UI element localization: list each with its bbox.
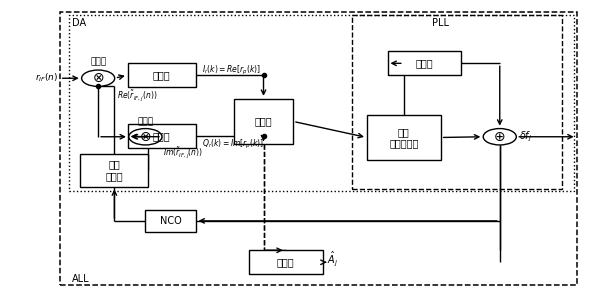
FancyBboxPatch shape: [128, 63, 195, 87]
Text: $Q_r(k) = Im[r_p(k)]$: $Q_r(k) = Im[r_p(k)]$: [201, 138, 264, 151]
Text: DA: DA: [72, 18, 86, 28]
FancyBboxPatch shape: [249, 250, 323, 274]
Text: NCO: NCO: [160, 216, 181, 226]
Text: 正交
变相器: 正交 变相器: [105, 159, 123, 181]
FancyBboxPatch shape: [128, 124, 195, 148]
FancyBboxPatch shape: [146, 210, 195, 232]
Text: ALL: ALL: [72, 274, 89, 284]
Text: 二阶
低通滤波器: 二阶 低通滤波器: [389, 127, 419, 148]
FancyBboxPatch shape: [81, 154, 149, 186]
Text: 估计器: 估计器: [277, 257, 294, 267]
Text: $\delta f_j$: $\delta f_j$: [519, 130, 533, 144]
Text: $Im(\tilde{r}_{IF,j}(n))$: $Im(\tilde{r}_{IF,j}(n))$: [163, 146, 203, 160]
Text: ⊗: ⊗: [140, 130, 151, 144]
Text: ⊗: ⊗: [92, 71, 104, 85]
Text: 混频器: 混频器: [90, 58, 106, 66]
Text: $\hat{A}_j$: $\hat{A}_j$: [327, 250, 338, 268]
Text: ⊕: ⊕: [494, 130, 506, 144]
Circle shape: [483, 128, 516, 145]
Text: $I_r(k) = Re[r_p(k)]$: $I_r(k) = Re[r_p(k)]$: [201, 64, 260, 77]
Text: 微分器: 微分器: [416, 58, 433, 68]
Text: 积分器: 积分器: [153, 131, 170, 141]
FancyBboxPatch shape: [388, 51, 461, 75]
FancyBboxPatch shape: [367, 115, 440, 160]
Circle shape: [82, 70, 115, 86]
Text: 鉴相器: 鉴相器: [255, 116, 272, 126]
Text: 积分器: 积分器: [153, 70, 170, 80]
Text: $Re(\tilde{r}_{IF,j}(n))$: $Re(\tilde{r}_{IF,j}(n))$: [117, 88, 157, 103]
Text: $r_{IF}(n)$: $r_{IF}(n)$: [35, 72, 59, 84]
Text: 混频器: 混频器: [137, 117, 153, 126]
Text: PLL: PLL: [432, 18, 449, 28]
FancyBboxPatch shape: [234, 99, 293, 144]
Circle shape: [129, 128, 162, 145]
